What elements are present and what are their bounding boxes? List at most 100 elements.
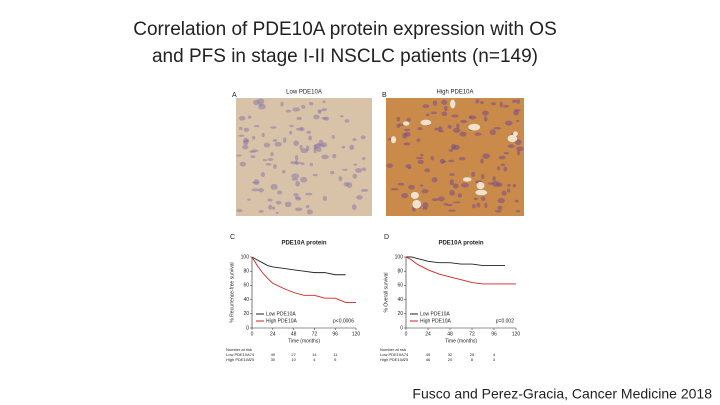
y-tick-label: 20 xyxy=(397,311,403,317)
cell-nucleus xyxy=(308,135,313,141)
cell-nucleus xyxy=(295,127,303,131)
cell-nucleus xyxy=(452,127,461,133)
y-tick-label: 20 xyxy=(243,311,249,317)
cell-nucleus xyxy=(491,180,500,187)
cell-nucleus xyxy=(515,210,521,213)
x-tick-label: 120 xyxy=(352,331,361,337)
lumen xyxy=(475,189,488,196)
cell-nucleus xyxy=(397,182,405,186)
cell-nucleus xyxy=(316,146,322,153)
cell-nucleus xyxy=(238,134,245,137)
cell-nucleus xyxy=(480,158,484,164)
cell-nucleus xyxy=(490,102,497,106)
cell-nucleus xyxy=(254,124,260,128)
cell-nucleus xyxy=(339,115,344,118)
cell-nucleus xyxy=(417,159,424,164)
cell-nucleus xyxy=(251,188,260,192)
cell-nucleus xyxy=(291,173,300,179)
panel-letter: A xyxy=(232,92,237,99)
cell-nucleus xyxy=(355,167,363,173)
panel-label: Low PDE10A xyxy=(286,90,322,96)
cell-nucleus xyxy=(480,100,484,105)
cell-nucleus xyxy=(317,144,325,147)
cell-nucleus xyxy=(472,203,476,209)
cell-nucleus xyxy=(351,204,357,211)
cell-nucleus xyxy=(452,201,461,204)
cell-nucleus xyxy=(448,159,455,163)
survival-curve xyxy=(405,256,516,285)
x-tick-label: 24 xyxy=(425,331,431,337)
cell-nucleus xyxy=(457,193,462,198)
cell-nucleus xyxy=(238,115,246,121)
cell-nucleus xyxy=(421,189,429,194)
cell-nucleus xyxy=(247,198,251,201)
cell-nucleus xyxy=(449,189,456,196)
cell-nucleus xyxy=(516,150,521,156)
lumen xyxy=(450,99,456,109)
cell-nucleus xyxy=(449,179,454,186)
chart-title: PDE10A protein xyxy=(438,241,483,247)
cell-nucleus xyxy=(497,205,503,210)
cell-nucleus xyxy=(403,142,411,146)
cell-nucleus xyxy=(253,99,260,106)
cell-nucleus xyxy=(492,176,496,182)
risk-value: 27 xyxy=(291,352,296,357)
legend-label: Low PDE10A xyxy=(266,311,296,317)
cell-nucleus xyxy=(360,188,369,192)
cell-nucleus xyxy=(422,202,429,209)
cell-nucleus xyxy=(260,172,265,178)
x-tick-label: 48 xyxy=(291,331,297,337)
cell-nucleus xyxy=(295,159,299,166)
cell-nucleus xyxy=(386,163,394,168)
risk-value: 14 xyxy=(312,352,317,357)
cell-nucleus xyxy=(501,190,507,196)
risk-value: 49 xyxy=(271,352,276,357)
histology-image xyxy=(236,98,372,216)
risk-value: 5 xyxy=(334,357,337,362)
slide-title: and PFS in stage I-II NSCLC patients (n=… xyxy=(152,46,538,67)
cell-nucleus xyxy=(471,171,476,177)
cell-nucleus xyxy=(283,137,287,144)
cell-nucleus xyxy=(506,188,511,193)
cell-nucleus xyxy=(396,123,401,128)
cell-nucleus xyxy=(268,204,273,210)
p-value: p<0.0006 xyxy=(333,318,354,324)
cell-nucleus xyxy=(482,110,489,116)
cell-nucleus xyxy=(247,115,252,119)
cell-nucleus xyxy=(241,144,249,150)
cell-nucleus xyxy=(276,190,283,195)
cell-nucleus xyxy=(272,206,276,210)
cell-nucleus xyxy=(422,207,428,210)
cell-nucleus xyxy=(292,107,301,112)
risk-header: Number at risk xyxy=(226,347,252,352)
cell-nucleus xyxy=(265,163,272,166)
y-tick-label: 80 xyxy=(397,269,403,275)
cell-nucleus xyxy=(306,130,312,134)
cell-nucleus xyxy=(489,129,496,136)
cell-nucleus xyxy=(342,168,348,171)
risk-value: 46 xyxy=(426,357,431,362)
risk-value: 4 xyxy=(313,357,316,362)
x-axis-label: Time (months) xyxy=(288,338,320,344)
cell-nucleus xyxy=(499,101,503,108)
x-tick-label: 72 xyxy=(469,331,475,337)
lumen xyxy=(412,199,422,209)
cell-nucleus xyxy=(293,140,299,147)
cell-nucleus xyxy=(474,132,482,136)
risk-value: 25 xyxy=(470,352,475,357)
cell-nucleus xyxy=(503,166,508,172)
cell-nucleus xyxy=(431,198,439,202)
cell-nucleus xyxy=(415,157,424,160)
cell-nucleus xyxy=(497,198,505,204)
cell-nucleus xyxy=(261,132,265,138)
risk-header: Number at risk xyxy=(380,347,406,352)
cell-nucleus xyxy=(236,209,243,213)
cell-nucleus xyxy=(301,104,306,109)
cell-nucleus xyxy=(239,161,247,167)
legend-label: High PDE10A xyxy=(420,318,452,324)
cell-nucleus xyxy=(448,149,454,152)
chart-title: PDE10A protein xyxy=(281,241,326,247)
cell-nucleus xyxy=(458,157,466,161)
survival-curve xyxy=(251,256,356,303)
y-axis-label: % Overall survival xyxy=(383,272,389,312)
